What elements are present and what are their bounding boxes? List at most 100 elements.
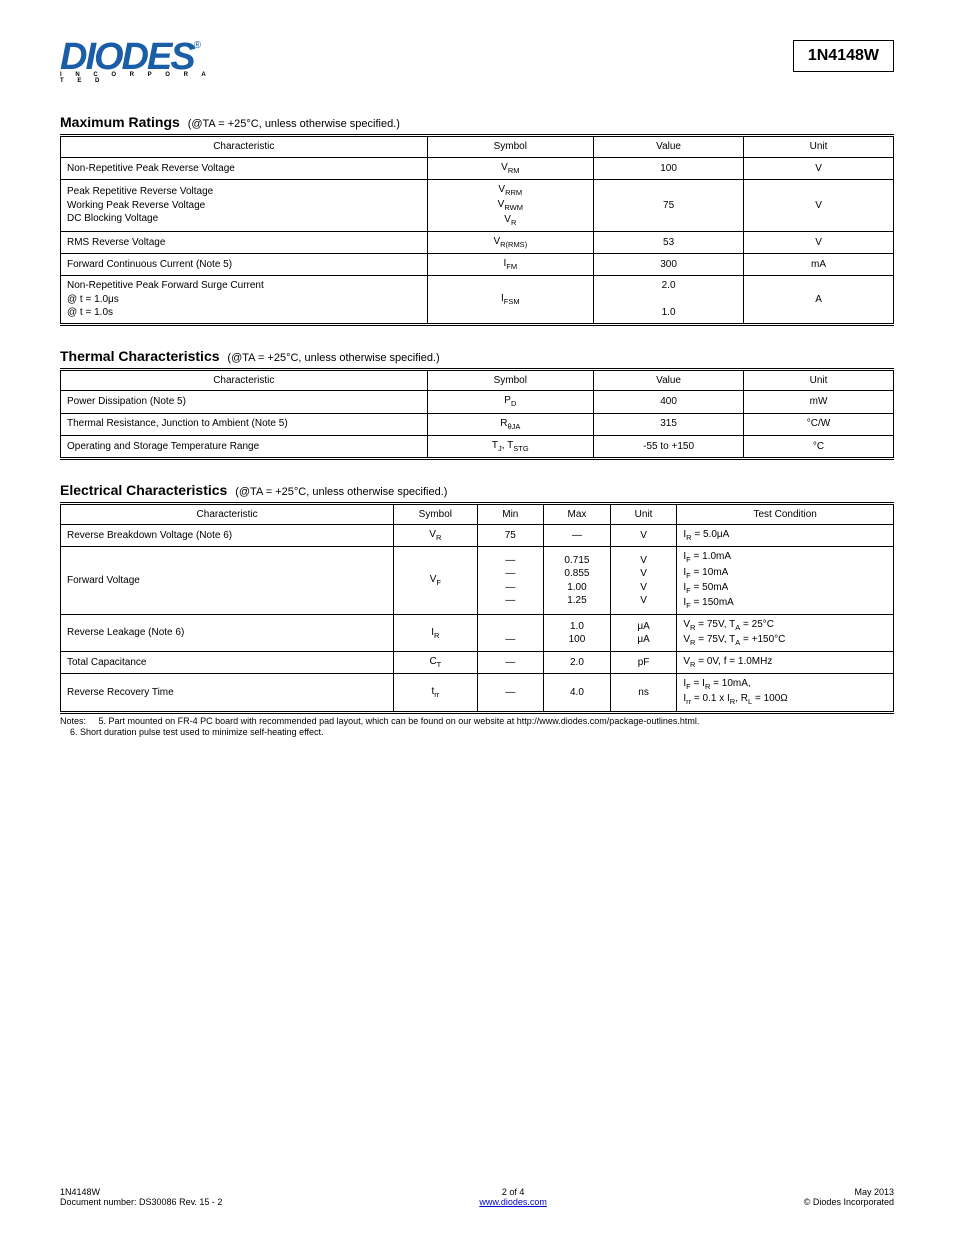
cell-max: 0.7150.8551.001.25 [544,547,611,615]
cell-symbol: VRM [427,157,594,179]
title-condition: (@TA = +25°C, unless otherwise specified… [227,352,439,364]
table-row: Power Dissipation (Note 5)PD400mW [61,391,894,413]
cell-max: 4.0 [544,674,611,712]
column-header: Unit [744,369,894,391]
cell-unit: μAμA [610,614,677,651]
notes-list: 5. Part mounted on FR-4 PC board with re… [60,716,699,738]
footer-date: May 2013 [804,1187,894,1197]
cell-min: — [477,652,544,674]
cell-min: 75 [477,525,544,547]
table-row: Non-Repetitive Peak Forward Surge Curren… [61,276,894,325]
cell-characteristic: RMS Reverse Voltage [61,232,428,254]
column-header: Characteristic [61,503,394,525]
cell-characteristic: Peak Repetitive Reverse VoltageWorking P… [61,179,428,231]
cell-value: 100 [594,157,744,179]
table-row: Non-Repetitive Peak Reverse VoltageVRM10… [61,157,894,179]
cell-unit: V [744,232,894,254]
title-condition: (@TA = +25°C, unless otherwise specified… [235,486,447,498]
cell-min: ———— [477,547,544,615]
page-footer: 1N4148W Document number: DS30086 Rev. 15… [60,1187,894,1207]
cell-unit: °C [744,435,894,458]
cell-max: 1.0100 [544,614,611,651]
cell-characteristic: Non-Repetitive Peak Forward Surge Curren… [61,276,428,325]
cell-unit: mW [744,391,894,413]
column-header: Symbol [427,136,594,158]
column-header: Value [594,136,744,158]
notes-label: Notes: [60,716,86,726]
electrical-table: CharacteristicSymbolMinMaxUnitTest Condi… [60,502,894,714]
column-header: Min [477,503,544,525]
page-container: DIODES® I N C O R P O R A T E D 1N4148W … [0,0,954,1235]
title-condition: (@TA = +25°C, unless otherwise specified… [188,118,400,130]
footer-url[interactable]: www.diodes.com [479,1197,547,1207]
cell-symbol: IR [394,614,477,651]
section-thermal: Thermal Characteristics (@TA = +25°C, un… [60,348,894,460]
table-row: Forward VoltageVF————0.7150.8551.001.25V… [61,547,894,615]
section-title: Thermal Characteristics (@TA = +25°C, un… [60,348,894,364]
footer-right: May 2013 © Diodes Incorporated [804,1187,894,1207]
column-header: Test Condition [677,503,894,525]
cell-characteristic: Reverse Leakage (Note 6) [61,614,394,651]
cell-unit: mA [744,254,894,276]
cell-min: — [477,674,544,712]
table-row: Reverse Recovery Timetrr—4.0nsIF = IR = … [61,674,894,712]
cell-unit: V [744,157,894,179]
table-row: Reverse Breakdown Voltage (Note 6)VR75—V… [61,525,894,547]
cell-symbol: IFSM [427,276,594,325]
ratings-table: CharacteristicSymbolValueUnitNon-Repetit… [60,134,894,326]
cell-condition: VR = 0V, f = 1.0MHz [677,652,894,674]
section-electrical: Electrical Characteristics (@TA = +25°C,… [60,482,894,714]
section-title: Maximum Ratings (@TA = +25°C, unless oth… [60,114,894,130]
footer-left: 1N4148W Document number: DS30086 Rev. 15… [60,1187,222,1207]
cell-symbol: VR(RMS) [427,232,594,254]
footer-doc-rev: Document number: DS30086 Rev. 15 - 2 [60,1197,222,1207]
footer-copyright: © Diodes Incorporated [804,1197,894,1207]
cell-characteristic: Total Capacitance [61,652,394,674]
cell-unit: pF [610,652,677,674]
column-header: Symbol [427,369,594,391]
cell-condition: IF = 1.0mAIF = 10mAIF = 50mAIF = 150mA [677,547,894,615]
column-header: Characteristic [61,136,428,158]
table-row: Reverse Leakage (Note 6)IR—1.0100μAμAVR … [61,614,894,651]
cell-characteristic: Power Dissipation (Note 5) [61,391,428,413]
table-row: Peak Repetitive Reverse VoltageWorking P… [61,179,894,231]
column-header: Characteristic [61,369,428,391]
cell-symbol: IFM [427,254,594,276]
cell-symbol: TJ, TSTG [427,435,594,458]
cell-characteristic: Operating and Storage Temperature Range [61,435,428,458]
cell-symbol: VR [394,525,477,547]
cell-unit: °C/W [744,413,894,435]
registered-icon: ® [194,40,201,51]
cell-condition: IF = IR = 10mA,Irr = 0.1 x IR, RL = 100Ω [677,674,894,712]
title-text: Electrical Characteristics [60,482,227,498]
cell-symbol: RθJA [427,413,594,435]
title-text: Maximum Ratings [60,114,180,130]
cell-unit: V [744,179,894,231]
cell-value: 75 [594,179,744,231]
table-row: Forward Continuous Current (Note 5)IFM30… [61,254,894,276]
cell-characteristic: Reverse Breakdown Voltage (Note 6) [61,525,394,547]
column-header: Value [594,369,744,391]
page-header: DIODES® I N C O R P O R A T E D 1N4148W [60,40,894,84]
column-header: Unit [610,503,677,525]
cell-value: 400 [594,391,744,413]
cell-symbol: CT [394,652,477,674]
footer-page-num: 2 of 4 [479,1187,547,1197]
cell-characteristic: Forward Continuous Current (Note 5) [61,254,428,276]
cell-max: — [544,525,611,547]
cell-characteristic: Reverse Recovery Time [61,674,394,712]
cell-symbol: VF [394,547,477,615]
table-row: Thermal Resistance, Junction to Ambient … [61,413,894,435]
section-maximum-ratings: Maximum Ratings (@TA = +25°C, unless oth… [60,114,894,326]
cell-symbol: VRRMVRWMVR [427,179,594,231]
section-title: Electrical Characteristics (@TA = +25°C,… [60,482,894,498]
company-logo: DIODES® I N C O R P O R A T E D [60,40,225,84]
footer-center: 2 of 4 www.diodes.com [479,1187,547,1207]
cell-characteristic: Forward Voltage [61,547,394,615]
thermal-table: CharacteristicSymbolValueUnitPower Dissi… [60,368,894,460]
cell-min: — [477,614,544,651]
column-header: Max [544,503,611,525]
column-header: Unit [744,136,894,158]
cell-value: 2.01.0 [594,276,744,325]
cell-characteristic: Non-Repetitive Peak Reverse Voltage [61,157,428,179]
